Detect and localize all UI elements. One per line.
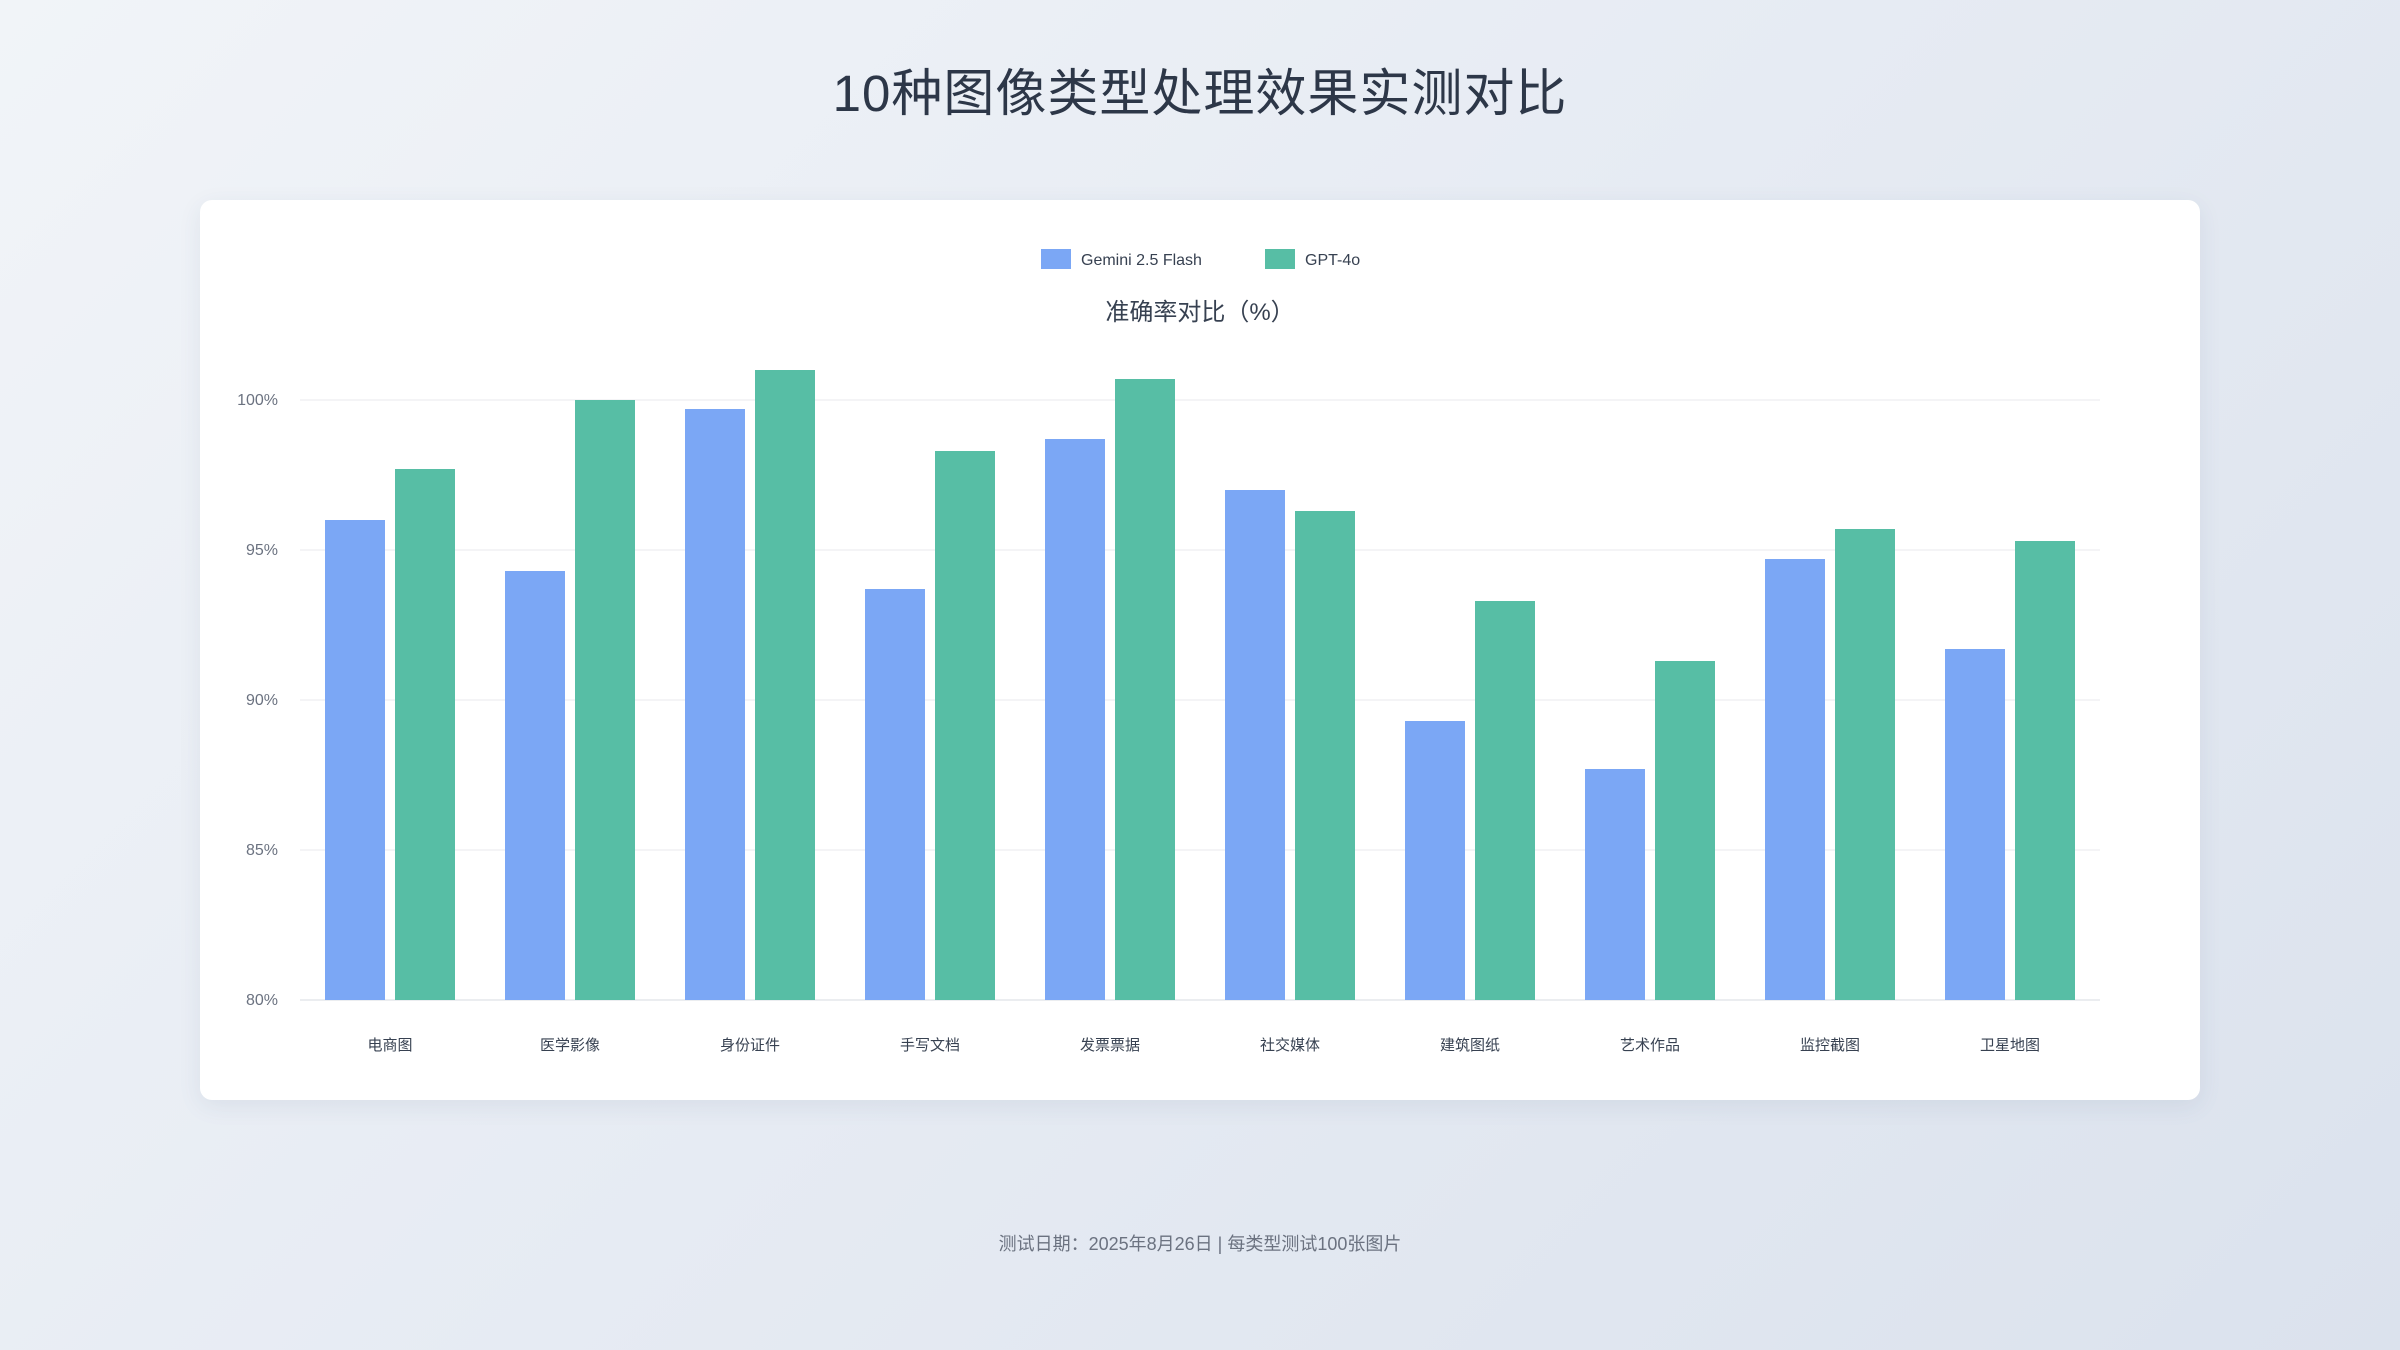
x-tick-label: 手写文档	[900, 1037, 960, 1054]
chart-grid	[300, 399, 2100, 1001]
legend-label[interactable]: Gemini 2.5 Flash	[1081, 252, 1202, 269]
bar-gpt4o[interactable]	[2015, 541, 2075, 1000]
bar-gpt4o[interactable]	[935, 451, 995, 1000]
x-tick-label: 社交媒体	[1260, 1036, 1320, 1054]
x-tick-label: 身份证件	[720, 1037, 780, 1054]
x-tick-label: 监控截图	[1800, 1037, 1860, 1054]
bar-gpt4o[interactable]	[1835, 529, 1895, 1000]
y-tick-label: 95%	[246, 542, 278, 559]
bar-gemini[interactable]	[685, 409, 745, 1000]
bar-chart: Gemini 2.5 Flash GPT-4o 准确率对比（%） 80% 85% 90…	[237, 249, 2100, 1054]
bar-gemini[interactable]	[1045, 439, 1105, 1000]
y-tick-label: 85%	[246, 842, 278, 859]
footer-note: 测试日期：2025年8月26日 | 每类型测试100张图片	[998, 1234, 1402, 1254]
chart-card: Gemini 2.5 Flash GPT-4o 准确率对比（%） 80% 85% 90…	[200, 200, 2200, 1100]
bar-gpt4o[interactable]	[1475, 601, 1535, 1000]
y-axis-ticks: 80% 85% 90% 95% 100%	[237, 392, 278, 1009]
x-tick-label: 艺术作品	[1620, 1037, 1680, 1054]
bar-gpt4o[interactable]	[1295, 511, 1355, 1000]
bar-gemini[interactable]	[865, 589, 925, 1000]
bar-gemini[interactable]	[1765, 559, 1825, 1000]
x-tick-label: 建筑图纸	[1440, 1037, 1500, 1054]
y-tick-label: 100%	[237, 392, 278, 409]
bar-gpt4o[interactable]	[395, 469, 455, 1000]
x-tick-label: 电商图	[367, 1037, 412, 1054]
y-tick-label: 80%	[246, 992, 278, 1009]
chart-bars	[325, 370, 2075, 1000]
bar-gemini[interactable]	[1405, 721, 1465, 1000]
bar-gemini[interactable]	[1585, 769, 1645, 1000]
x-axis-labels: 电商图 医学影像 身份证件 手写文档 发票票据 社交媒体 建筑图纸 艺术作品 监控截图 卫星地图	[367, 1036, 2040, 1054]
legend-swatch[interactable]	[1041, 249, 1071, 269]
bar-gemini[interactable]	[1945, 649, 2005, 1000]
x-tick-label: 发票票据	[1080, 1037, 1140, 1054]
y-tick-label: 90%	[246, 692, 278, 709]
legend-swatch[interactable]	[1265, 249, 1295, 269]
chart-legend: Gemini 2.5 Flash GPT-4o	[1041, 249, 1360, 269]
bar-gemini[interactable]	[1225, 490, 1285, 1000]
bar-gemini[interactable]	[505, 571, 565, 1000]
bar-gpt4o[interactable]	[575, 400, 635, 1000]
x-tick-label: 卫星地图	[1980, 1037, 2040, 1054]
legend-label[interactable]: GPT-4o	[1305, 252, 1360, 269]
bar-gpt4o[interactable]	[1115, 379, 1175, 1000]
bar-gpt4o[interactable]	[755, 370, 815, 1000]
bar-gemini[interactable]	[325, 520, 385, 1000]
x-tick-label: 医学影像	[540, 1037, 600, 1054]
bar-gpt4o[interactable]	[1655, 661, 1715, 1000]
chart-title: 准确率对比（%）	[1105, 299, 1294, 326]
page-title: 10种图像类型处理效果实测对比	[832, 65, 1568, 122]
